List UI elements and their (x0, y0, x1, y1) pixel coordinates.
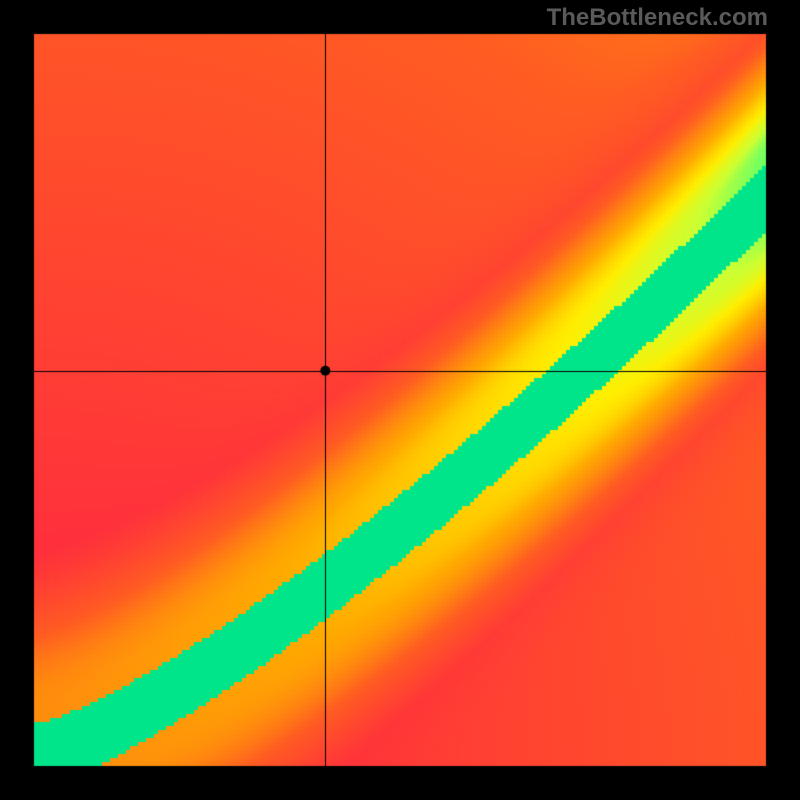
bottleneck-heatmap (0, 0, 800, 800)
watermark-text: TheBottleneck.com (547, 4, 768, 32)
